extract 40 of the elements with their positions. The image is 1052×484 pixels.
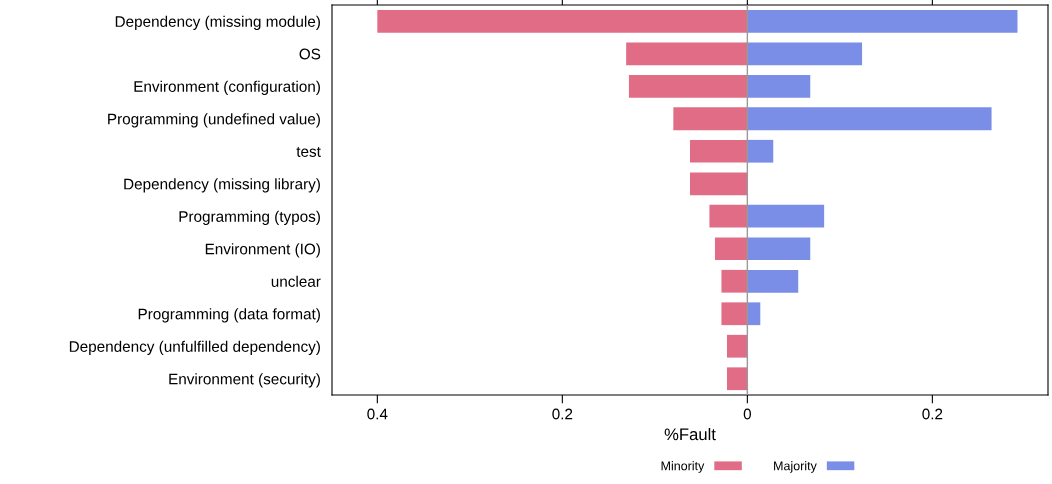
bar bbox=[727, 367, 748, 391]
bar bbox=[721, 302, 748, 326]
bar bbox=[626, 42, 748, 66]
bar bbox=[747, 107, 992, 131]
bar bbox=[727, 334, 748, 358]
y-tick-label: Programming (typos) bbox=[179, 210, 320, 225]
y-tick-label: OS bbox=[299, 48, 321, 60]
bar bbox=[690, 139, 748, 163]
y-tick-label: Environment (configuration) bbox=[134, 80, 320, 95]
bar bbox=[747, 9, 1018, 33]
y-tick-label: Dependency (missing module) bbox=[115, 15, 320, 30]
y-tick-label: Environment (security) bbox=[169, 373, 320, 388]
bar bbox=[747, 237, 811, 261]
bar bbox=[673, 107, 748, 131]
bar bbox=[747, 42, 863, 66]
bar bbox=[690, 172, 748, 196]
bar bbox=[747, 302, 761, 326]
x-tick-label: 0 bbox=[743, 408, 752, 420]
y-tick-label: Environment (IO) bbox=[205, 243, 320, 258]
bar bbox=[747, 204, 825, 228]
legend-label: Minority bbox=[661, 461, 705, 473]
x-tick-label: 0.4 bbox=[367, 408, 388, 420]
bar bbox=[628, 74, 748, 98]
y-tick-label: Dependency (unfulfilled dependency) bbox=[69, 340, 320, 355]
y-tick-label: Dependency (missing library) bbox=[124, 178, 320, 193]
bar bbox=[747, 74, 811, 98]
y-tick-label: Programming (undefined value) bbox=[108, 113, 320, 128]
y-tick-label: Programming (data format) bbox=[138, 308, 320, 323]
bar bbox=[747, 269, 799, 293]
bar bbox=[721, 269, 748, 293]
bar bbox=[709, 204, 748, 228]
y-tick-label: unclear bbox=[271, 275, 321, 287]
bar bbox=[714, 237, 748, 261]
legend-label: Majority bbox=[774, 461, 817, 473]
x-tick-label: 0.2 bbox=[552, 408, 573, 420]
bar bbox=[377, 9, 748, 33]
x-axis-title: %Fault bbox=[664, 427, 716, 441]
y-tick-label: test bbox=[296, 146, 321, 157]
bar bbox=[747, 139, 774, 163]
x-tick-label: 0.2 bbox=[922, 408, 943, 420]
